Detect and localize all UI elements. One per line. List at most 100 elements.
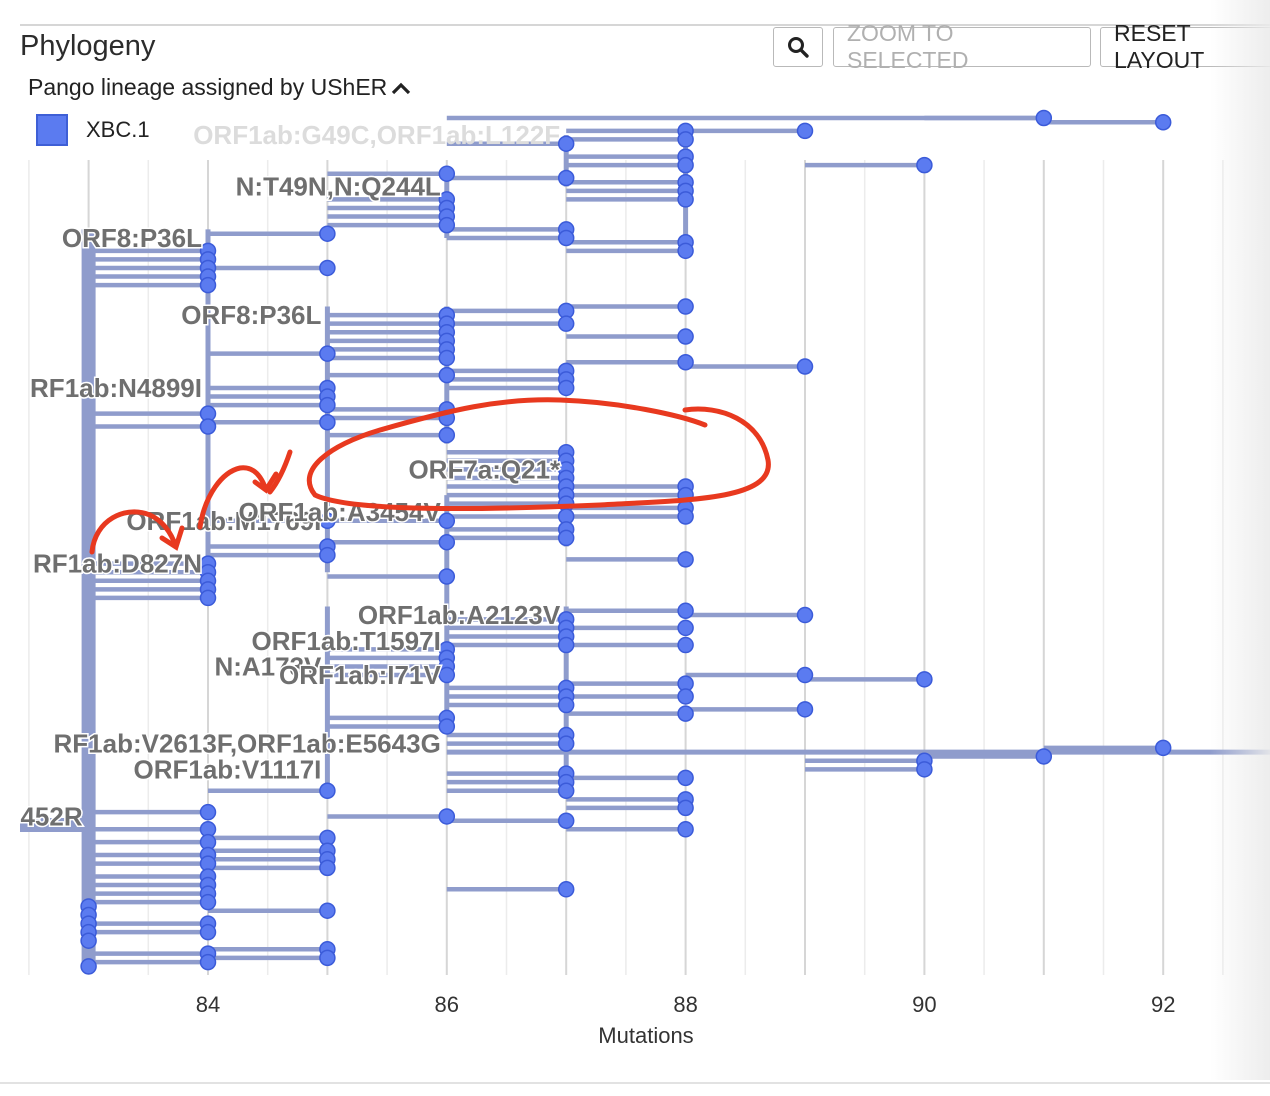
- header-divider: [20, 24, 1270, 26]
- tree-node[interactable]: [1035, 748, 1053, 765]
- tree-node[interactable]: [438, 366, 456, 384]
- tree-node[interactable]: [677, 619, 694, 637]
- legend-swatch: [36, 114, 68, 146]
- tree-node[interactable]: [796, 701, 814, 718]
- tree-node[interactable]: [796, 122, 814, 140]
- tree-node[interactable]: [677, 508, 694, 525]
- mutation-label: ORF1ab:V1117I: [134, 754, 322, 784]
- tree-node[interactable]: [1154, 114, 1172, 131]
- tree-node[interactable]: [557, 696, 575, 714]
- tree-node[interactable]: [319, 782, 336, 799]
- tree-node[interactable]: [557, 379, 575, 397]
- tree-node[interactable]: [199, 418, 217, 435]
- legend-toggle[interactable]: Pango lineage assigned by UShER: [28, 74, 412, 101]
- tree-node[interactable]: [677, 799, 694, 817]
- tree-node[interactable]: [677, 156, 694, 174]
- tree-node[interactable]: [438, 666, 456, 684]
- tree-node[interactable]: [319, 345, 336, 362]
- search-button[interactable]: [773, 27, 823, 67]
- tree-node[interactable]: [557, 169, 575, 187]
- tree-node[interactable]: [916, 671, 933, 688]
- tree-node[interactable]: [557, 636, 575, 654]
- tree-node[interactable]: [677, 636, 694, 654]
- tree-node[interactable]: [80, 932, 97, 949]
- tree-node[interactable]: [319, 859, 336, 877]
- tree-node[interactable]: [677, 353, 694, 371]
- tree-node[interactable]: [319, 902, 336, 919]
- mutation-label: RF1ab:V2613F,ORF1ab:E5643G: [54, 729, 441, 759]
- tree-node[interactable]: [557, 315, 575, 332]
- tree-node[interactable]: [677, 688, 694, 705]
- search-icon: [788, 37, 809, 58]
- tree-node[interactable]: [319, 512, 336, 530]
- mutation-label: ORF7a:Q21*: [408, 454, 561, 484]
- tree-node[interactable]: [677, 131, 694, 148]
- x-tick-label: 92: [1151, 992, 1175, 1017]
- mutation-label: N:A173V: [214, 651, 322, 681]
- x-tick-label: 88: [673, 992, 697, 1017]
- tree-node[interactable]: [796, 606, 814, 624]
- mutation-label: ORF8:P36L: [62, 223, 202, 253]
- tree-node[interactable]: [557, 135, 575, 152]
- tree-node[interactable]: [677, 602, 694, 620]
- tree-node[interactable]: [677, 328, 694, 345]
- panel-title: Phylogeny: [20, 30, 156, 62]
- tree-node[interactable]: [1035, 109, 1053, 127]
- legend-item-label[interactable]: XBC.1: [86, 117, 150, 142]
- tree-node[interactable]: [199, 803, 217, 821]
- tree-node[interactable]: [438, 426, 456, 444]
- tree-node[interactable]: [199, 276, 217, 294]
- tree-node[interactable]: [1154, 739, 1172, 757]
- tree-node[interactable]: [80, 958, 97, 975]
- tree-node[interactable]: [677, 821, 694, 838]
- tree-node[interactable]: [199, 923, 217, 941]
- x-tick-label: 84: [196, 992, 220, 1017]
- mutation-label: 452R: [20, 801, 82, 831]
- tree-node[interactable]: [677, 551, 694, 568]
- mutation-label: ORF8:P36L: [181, 300, 321, 330]
- x-axis-label: Mutations: [598, 1023, 693, 1048]
- tree-node[interactable]: [438, 568, 456, 585]
- tree-node[interactable]: [677, 191, 694, 208]
- tree-node[interactable]: [796, 358, 814, 375]
- tree-node[interactable]: [438, 349, 456, 367]
- tree-node[interactable]: [557, 881, 575, 898]
- x-tick-label: 86: [435, 992, 459, 1017]
- mutation-label: RF1ab:N4899I: [30, 373, 202, 403]
- annotation-arrow-3: [267, 449, 293, 495]
- x-tick-label: 90: [912, 992, 936, 1017]
- annotation-arrow-2: [197, 465, 279, 530]
- tree-node[interactable]: [319, 396, 336, 414]
- tree-node[interactable]: [199, 893, 217, 911]
- tree-node[interactable]: [199, 589, 217, 607]
- tree-node[interactable]: [319, 949, 336, 967]
- tree-node[interactable]: [199, 953, 217, 971]
- tree-node[interactable]: [677, 705, 694, 722]
- tree-node[interactable]: [557, 229, 575, 247]
- tree-node[interactable]: [677, 769, 694, 787]
- mutation-label: ORF1ab:T1597I: [252, 626, 441, 656]
- tree-node[interactable]: [557, 782, 575, 799]
- tree-node[interactable]: [438, 718, 456, 735]
- tree-node[interactable]: [319, 413, 336, 431]
- tree-node[interactable]: [916, 761, 933, 778]
- tree-node[interactable]: [438, 216, 456, 234]
- tree-node[interactable]: [557, 529, 575, 547]
- tree-node[interactable]: [796, 666, 814, 684]
- tree-node[interactable]: [677, 298, 694, 315]
- tree-node[interactable]: [319, 225, 336, 242]
- tree-node[interactable]: [557, 812, 575, 829]
- tree-node[interactable]: [557, 735, 575, 752]
- tree-node[interactable]: [319, 546, 336, 564]
- tree-node[interactable]: [438, 533, 456, 551]
- tree-node[interactable]: [319, 259, 336, 277]
- tree-node[interactable]: [677, 242, 694, 260]
- tree-node[interactable]: [438, 165, 456, 182]
- tree-node[interactable]: [916, 156, 933, 174]
- mutation-label: RF1ab:D827N: [33, 549, 202, 579]
- mutation-label: ORF1ab:M1769I: [126, 506, 321, 536]
- tree-node[interactable]: [438, 808, 456, 825]
- chevron-up-icon: [392, 82, 411, 94]
- tree-node[interactable]: [438, 512, 456, 530]
